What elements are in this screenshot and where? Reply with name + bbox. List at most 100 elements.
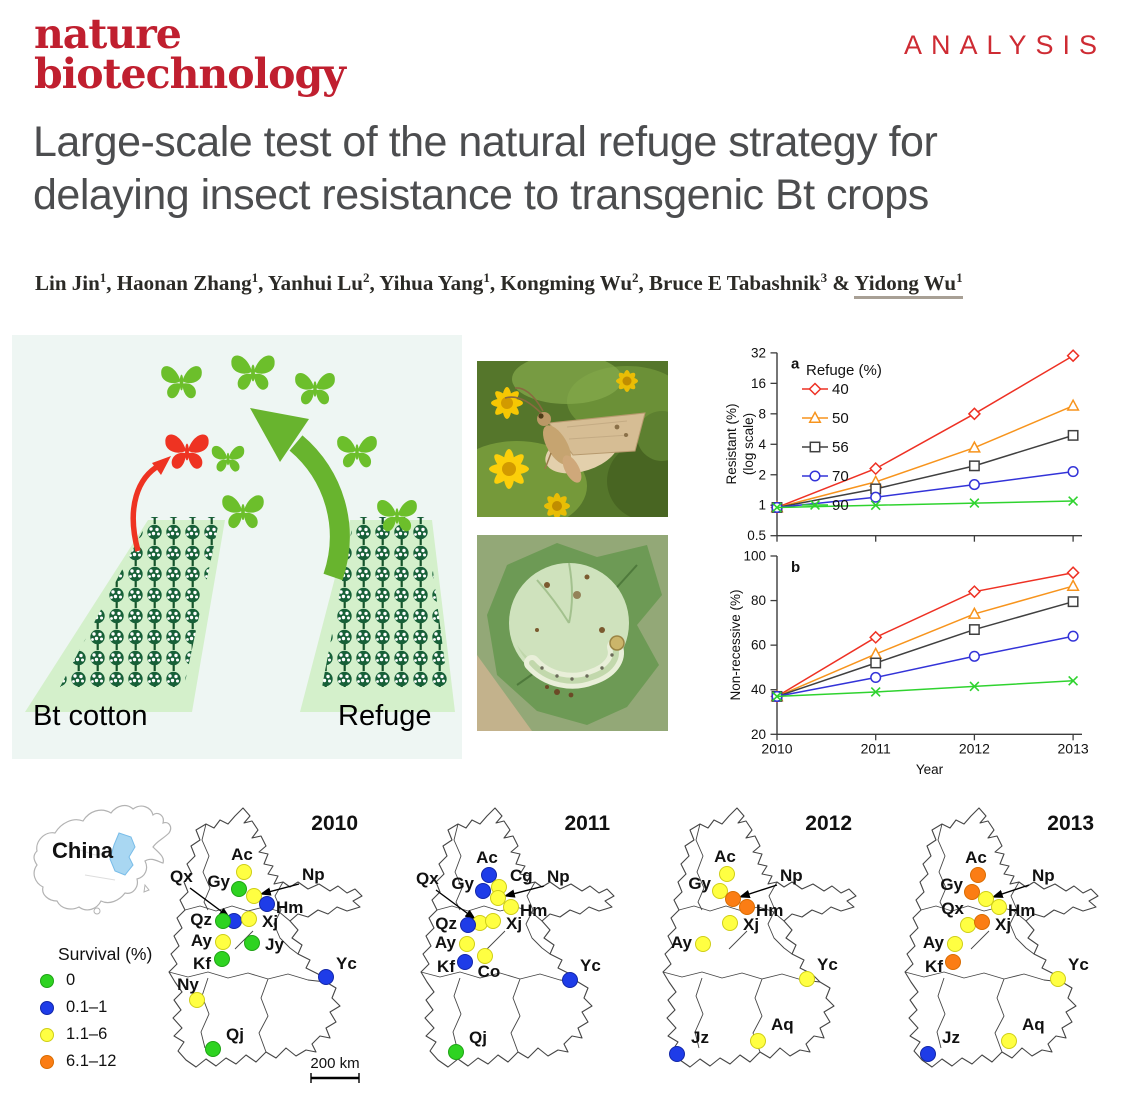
site-dot-Hm bbox=[259, 896, 275, 912]
site-label-Ny: Ny bbox=[177, 975, 199, 994]
bt-cotton-field bbox=[25, 517, 225, 712]
svg-text:56: 56 bbox=[832, 439, 849, 456]
series-90 bbox=[772, 675, 1079, 702]
site-dot-Gy bbox=[964, 884, 980, 900]
legend-item: 0 bbox=[40, 971, 152, 990]
svg-text:2011: 2011 bbox=[861, 741, 891, 757]
site-label-Hm: Hm bbox=[276, 898, 303, 917]
site-dot-Np bbox=[978, 891, 994, 907]
site-dot-Ac bbox=[970, 867, 986, 883]
site-dot-Aq bbox=[1001, 1033, 1017, 1049]
svg-text:2: 2 bbox=[758, 467, 766, 482]
site-label-Qx: Qx bbox=[941, 899, 964, 918]
site-label-Np: Np bbox=[780, 866, 803, 885]
site-label-Qj: Qj bbox=[469, 1028, 487, 1047]
site-dot-Ny bbox=[189, 992, 205, 1008]
site-label-Ac: Ac bbox=[965, 848, 987, 867]
svg-text:16: 16 bbox=[751, 376, 766, 391]
author: Bruce E Tabashnik3 bbox=[649, 270, 828, 295]
site-label-Xj: Xj bbox=[995, 915, 1011, 934]
site-label-Aq: Aq bbox=[771, 1015, 794, 1034]
site-dot-Qz bbox=[215, 913, 231, 929]
site-dot-Ay bbox=[947, 936, 963, 952]
site-dot-Ay bbox=[695, 936, 711, 952]
site-dot-Aq bbox=[750, 1033, 766, 1049]
site-label-Yc: Yc bbox=[1068, 955, 1089, 974]
svg-text:8: 8 bbox=[758, 406, 766, 421]
site-dot-Ac bbox=[719, 866, 735, 882]
resistance-projection-charts: 0.5 1 2 4 8 16 32 a Resistant (%) (log scale) Refu… bbox=[724, 345, 1089, 777]
title-line-1: Large-scale test of the natural refuge s… bbox=[33, 118, 938, 166]
site-label-Ac: Ac bbox=[231, 845, 253, 864]
series-40 bbox=[770, 566, 1080, 703]
svg-text:100: 100 bbox=[743, 548, 766, 563]
site-label-Hm: Hm bbox=[520, 901, 547, 920]
svg-text:32: 32 bbox=[751, 345, 766, 360]
site-label-Qj: Qj bbox=[226, 1025, 244, 1044]
site-label-Gy: Gy bbox=[940, 875, 963, 894]
svg-text:Non-recessive (%): Non-recessive (%) bbox=[728, 589, 743, 700]
site-dot-Hm bbox=[739, 899, 755, 915]
svg-text:1: 1 bbox=[758, 498, 766, 513]
larva-on-cotton-boll-photo bbox=[477, 535, 668, 731]
site-label-Cg: Cg bbox=[510, 866, 533, 885]
svg-text:2010: 2010 bbox=[761, 741, 792, 757]
series-56 bbox=[771, 596, 1079, 702]
site-dot-Qx bbox=[960, 917, 976, 933]
site-label-Hm: Hm bbox=[756, 901, 783, 920]
site-label-Co: Co bbox=[478, 962, 501, 981]
site-label-Ay: Ay bbox=[435, 933, 457, 952]
map-year-label: 2010 bbox=[311, 812, 358, 835]
site-dot-Ac bbox=[236, 864, 252, 880]
svg-text:(log scale): (log scale) bbox=[741, 413, 756, 475]
site-dot-Jz bbox=[669, 1046, 685, 1062]
svg-text:20: 20 bbox=[751, 727, 766, 742]
chart-panel-b: 20 40 60 80 100 b Non-recessive (%) 2010 2011 201… bbox=[728, 548, 1089, 777]
site-dot-Kf bbox=[457, 954, 473, 970]
site-label-Np: Np bbox=[547, 867, 570, 886]
site-label-Ac: Ac bbox=[714, 847, 736, 866]
map-year-label: 2011 bbox=[564, 812, 610, 835]
svg-text:2013: 2013 bbox=[1058, 741, 1089, 757]
site-label-Qz: Qz bbox=[435, 914, 457, 933]
legend-dot bbox=[40, 1054, 54, 1069]
svg-text:80: 80 bbox=[751, 593, 766, 608]
journal-logo: nature biotechnology bbox=[34, 13, 346, 94]
author-line: Lin Jin1, Haonan Zhang1, Yanhui Lu2, Yih… bbox=[35, 270, 1110, 299]
moth bbox=[504, 387, 646, 483]
site-dot-Gy bbox=[231, 881, 247, 897]
legend-dot bbox=[40, 1027, 54, 1042]
site-dot-Jz bbox=[920, 1046, 936, 1062]
soil bbox=[477, 655, 532, 731]
legend-dot bbox=[40, 1000, 54, 1015]
author: Kongming Wu2 bbox=[500, 270, 639, 295]
susceptible-moths-arrow bbox=[250, 408, 350, 581]
site-dot-Np bbox=[490, 890, 506, 906]
site-label-Qz: Qz bbox=[190, 910, 212, 929]
site-label-Yc: Yc bbox=[580, 956, 601, 975]
site-label-Kf: Kf bbox=[925, 957, 943, 976]
site-label-Jz: Jz bbox=[691, 1028, 709, 1047]
survival-legend-title: Survival (%) bbox=[58, 944, 153, 964]
site-label-Ac: Ac bbox=[476, 848, 498, 867]
map-year-label: 2013 bbox=[1047, 812, 1094, 835]
yellow-flowers bbox=[489, 370, 638, 517]
site-dot-Hm bbox=[503, 899, 519, 915]
legend-label: 6.1–12 bbox=[66, 1052, 117, 1070]
site-label-Kf: Kf bbox=[437, 957, 455, 976]
legend-label: 1.1–6 bbox=[66, 1025, 108, 1043]
site-dot-Qj bbox=[448, 1044, 464, 1060]
bollworm-larva bbox=[524, 635, 625, 698]
corresponding-author[interactable]: Yidong Wu1 bbox=[854, 270, 963, 299]
legend-item: 6.1–12 bbox=[40, 1052, 152, 1071]
resistant-moth-arrow bbox=[130, 456, 171, 552]
site-label-Xj: Xj bbox=[743, 915, 759, 934]
site-dot-Xj bbox=[485, 913, 501, 929]
site-dot-Yc bbox=[318, 969, 334, 985]
svg-text:b: b bbox=[791, 559, 800, 576]
author: Lin Jin1 bbox=[35, 270, 107, 295]
title-line-2: delaying insect resistance to transgenic… bbox=[33, 170, 929, 219]
